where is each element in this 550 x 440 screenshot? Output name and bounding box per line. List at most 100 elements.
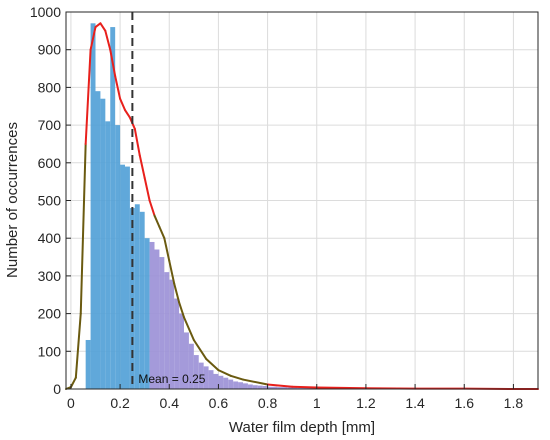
histogram-bar bbox=[149, 241, 155, 389]
fit-curve-segment bbox=[124, 109, 131, 119]
histogram-bar bbox=[139, 211, 145, 389]
mean-marker: Mean = 0.25 bbox=[131, 12, 206, 389]
fit-curve-segment bbox=[99, 22, 107, 32]
histogram-bar bbox=[208, 370, 214, 389]
y-tick-label: 0 bbox=[53, 381, 61, 397]
histogram-bar bbox=[120, 164, 125, 389]
y-tick-label: 200 bbox=[38, 306, 62, 322]
fit-curve-segment bbox=[229, 374, 244, 381]
fit-curve-segment bbox=[119, 97, 126, 112]
fit-curve-segment bbox=[94, 22, 102, 29]
y-axis-ticks: 0 100 200 300 400 500 600 700 800 900 1000 bbox=[30, 4, 71, 397]
x-tick-label: 1 bbox=[313, 395, 321, 411]
fit-curve-segment bbox=[69, 376, 77, 389]
histogram-bar bbox=[223, 377, 229, 389]
fit-curve-segment bbox=[153, 214, 161, 228]
histogram-bar bbox=[228, 379, 234, 389]
histogram-bar bbox=[188, 343, 194, 389]
x-tick-label: 0.4 bbox=[160, 395, 180, 411]
histogram-bar bbox=[100, 98, 106, 390]
histogram-bar bbox=[134, 204, 140, 389]
histogram-bar bbox=[95, 91, 101, 390]
x-tick-label: 0.2 bbox=[110, 395, 130, 411]
y-tick-label: 800 bbox=[38, 79, 62, 95]
histogram-bar bbox=[90, 23, 96, 390]
histogram-bar bbox=[179, 313, 184, 389]
histogram-bar bbox=[287, 387, 298, 389]
fit-curve-segment bbox=[315, 386, 367, 390]
y-tick-label: 700 bbox=[38, 117, 62, 133]
fit-curve-segment bbox=[89, 26, 97, 51]
histogram-bar bbox=[105, 121, 111, 389]
x-tick-label: 1.6 bbox=[455, 395, 475, 411]
histogram-bar bbox=[203, 366, 209, 389]
y-tick-label: 600 bbox=[38, 155, 62, 171]
y-axis-label: Number of occurrences bbox=[4, 122, 21, 278]
fit-curve-segment bbox=[158, 225, 166, 240]
histogram-bar bbox=[110, 27, 116, 390]
y-tick-label: 1000 bbox=[30, 4, 61, 20]
fit-curve-segment bbox=[192, 338, 208, 360]
x-tick-label: 1.4 bbox=[405, 395, 425, 411]
x-tick-label: 1.2 bbox=[356, 395, 376, 411]
histogram-bars bbox=[85, 23, 371, 390]
histogram-bar bbox=[243, 383, 248, 389]
y-tick-label: 300 bbox=[38, 268, 62, 284]
fit-curve-segment bbox=[74, 312, 82, 379]
fit-curve-segment bbox=[79, 142, 87, 315]
fit-curve-segment bbox=[84, 48, 92, 145]
fit-curve-segment bbox=[242, 378, 269, 386]
fit-curve-segment bbox=[178, 301, 185, 319]
fit-curve-segment bbox=[266, 383, 294, 388]
fit-curve-segment bbox=[217, 369, 232, 377]
y-tick-label: 900 bbox=[38, 42, 62, 58]
histogram-bar bbox=[169, 279, 175, 389]
histogram-bar bbox=[233, 381, 239, 389]
histogram-bar bbox=[115, 125, 121, 389]
histogram-bar bbox=[306, 387, 317, 389]
fit-curve-segment bbox=[133, 127, 141, 157]
histogram-bar bbox=[193, 355, 199, 389]
histogram-bar bbox=[267, 386, 278, 389]
histogram-bar bbox=[144, 238, 150, 389]
histogram-bar bbox=[159, 257, 165, 389]
fit-curve-segment bbox=[173, 282, 181, 304]
y-tick-label: 500 bbox=[38, 193, 62, 209]
x-axis-ticks: 0 0.2 0.4 0.6 0.8 1 1.2 1.4 1.6 1.8 bbox=[67, 384, 523, 411]
histogram-bar bbox=[154, 249, 160, 389]
x-tick-label: 0.8 bbox=[258, 395, 278, 411]
x-tick-label: 0.6 bbox=[209, 395, 229, 411]
y-tick-label: 100 bbox=[38, 343, 62, 359]
fit-curve-segment bbox=[109, 48, 117, 78]
fit-curve-segment bbox=[104, 29, 112, 51]
histogram-bar bbox=[218, 375, 224, 389]
x-tick-label: 0 bbox=[67, 395, 75, 411]
histogram-bar bbox=[277, 387, 288, 389]
histogram-bar bbox=[164, 272, 170, 389]
fit-curve-segment bbox=[183, 316, 195, 341]
histogram-bar bbox=[257, 385, 263, 389]
fit-curve-segment bbox=[168, 259, 176, 285]
histogram-bar bbox=[213, 373, 219, 389]
y-tick-label: 400 bbox=[38, 230, 62, 246]
histogram-bar bbox=[238, 382, 243, 389]
histogram-bar bbox=[252, 385, 258, 389]
fit-curve-segment bbox=[205, 357, 220, 372]
fit-curve-segment bbox=[143, 176, 151, 202]
histogram-bar bbox=[174, 298, 180, 389]
histogram-bar bbox=[262, 385, 268, 389]
histogram-bar bbox=[297, 387, 307, 389]
histogram-bar bbox=[184, 332, 189, 389]
fit-curve-segment bbox=[138, 154, 146, 179]
fit-curve-segment bbox=[148, 199, 156, 217]
histogram-bar bbox=[125, 166, 130, 389]
histogram-bar bbox=[247, 384, 253, 389]
histogram-bar bbox=[85, 339, 91, 389]
fit-curve-segment bbox=[114, 75, 122, 100]
histogram-bar bbox=[198, 362, 204, 389]
x-tick-label: 1.8 bbox=[504, 395, 524, 411]
fit-curve-segment bbox=[291, 385, 318, 389]
fit-curve-segment bbox=[163, 237, 171, 262]
x-axis-label: Water film depth [mm] bbox=[229, 419, 375, 436]
